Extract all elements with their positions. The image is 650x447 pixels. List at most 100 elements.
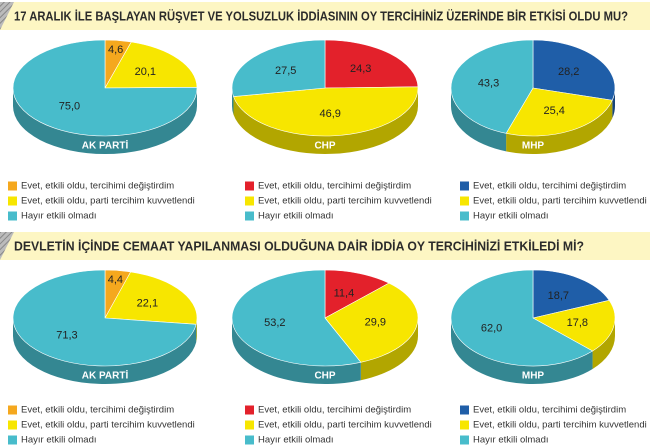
legend-swatch xyxy=(460,211,469,221)
legend-label: Evet, etkili oldu, parti tercihim kuvvet… xyxy=(21,196,195,207)
legend-swatch xyxy=(8,196,17,206)
legend-label: Hayır etkili olmadı xyxy=(21,435,97,446)
legend-label: Evet, etkili oldu, tercihimi değiştirdim xyxy=(21,405,174,416)
pie-label: CHP xyxy=(314,141,335,152)
legend-label: Evet, etkili oldu, tercihimi değiştirdim xyxy=(473,181,626,192)
slice xyxy=(532,299,616,352)
value-label: 71,3 xyxy=(56,329,77,341)
slice-side xyxy=(592,318,615,369)
pie-sides xyxy=(232,88,418,155)
slice xyxy=(12,269,197,367)
value-label: 53,2 xyxy=(264,317,285,329)
legend-swatch xyxy=(245,435,254,445)
slice xyxy=(104,271,198,325)
slice xyxy=(12,39,198,137)
heading-band xyxy=(0,232,650,260)
legend-swatch xyxy=(245,181,254,191)
legend-label: Hayır etkili olmadı xyxy=(473,211,549,222)
slice-side xyxy=(506,100,613,155)
legend-label: Evet, etkili oldu, parti tercihim kuvvet… xyxy=(21,420,195,431)
value-label: 29,9 xyxy=(365,317,386,329)
legend-label: Evet, etkili oldu, tercihimi değiştirdim xyxy=(21,181,174,192)
legend-swatch xyxy=(460,405,469,415)
value-label: 22,1 xyxy=(137,297,158,309)
legend-swatch xyxy=(460,435,469,445)
legend-label: Evet, etkili oldu, parti tercihim kuvvet… xyxy=(258,420,432,431)
pie-label: MHP xyxy=(522,371,545,382)
legend-swatch xyxy=(460,420,469,430)
legend-label: Evet, etkili oldu, tercihimi değiştirdim xyxy=(473,405,626,416)
heading-corner xyxy=(0,2,14,30)
value-label: 28,2 xyxy=(558,66,579,78)
heading: DEVLETİN İÇİNDE CEMAAT YAPILANMASI OLDUĞ… xyxy=(14,238,584,253)
value-label: 43,3 xyxy=(478,78,499,90)
legend-label: Evet, etkili oldu, tercihimi değiştirdim xyxy=(258,181,411,192)
slice-side xyxy=(612,88,615,119)
value-label: 46,9 xyxy=(319,108,340,120)
legend-swatch xyxy=(460,181,469,191)
slice-side xyxy=(13,88,197,154)
slice xyxy=(450,269,594,367)
legend-swatch xyxy=(8,211,17,221)
value-label: 27,5 xyxy=(275,65,296,77)
slice-side xyxy=(451,88,507,152)
legend-swatch xyxy=(8,420,17,430)
slice xyxy=(324,282,419,363)
legend-swatch xyxy=(460,196,469,206)
value-label: 24,3 xyxy=(350,63,371,75)
heading: 17 ARALIK İLE BAŞLAYAN RÜŞVET VE YOLSUZL… xyxy=(14,8,628,23)
value-label: 62,0 xyxy=(481,322,502,334)
value-label: 17,8 xyxy=(567,317,588,329)
slice-side xyxy=(232,318,361,385)
value-label: 20,1 xyxy=(135,66,156,78)
value-label: 75,0 xyxy=(59,101,80,113)
legend-swatch xyxy=(245,211,254,221)
pie-sides xyxy=(232,318,418,385)
slice xyxy=(532,269,610,319)
legend-label: Hayır etkili olmadı xyxy=(21,211,97,222)
legend-swatch xyxy=(8,435,17,445)
legend-swatch xyxy=(245,420,254,430)
pie-label: AK PARTİ xyxy=(82,139,129,152)
legend-label: Evet, etkili oldu, parti tercihim kuvvet… xyxy=(473,420,647,431)
pie-sides xyxy=(451,318,615,384)
slice-side xyxy=(451,318,593,384)
legend-swatch xyxy=(245,196,254,206)
slice xyxy=(104,41,198,89)
legend-swatch xyxy=(8,181,17,191)
value-label: 4,6 xyxy=(108,44,123,56)
value-label: 18,7 xyxy=(548,290,569,302)
legend-label: Evet, etkili oldu, parti tercihim kuvvet… xyxy=(473,196,647,207)
legend-swatch xyxy=(8,405,17,415)
slice xyxy=(231,39,326,97)
slice xyxy=(231,269,362,367)
slice xyxy=(233,86,419,137)
value-label: 4,4 xyxy=(108,274,123,286)
heading-corner xyxy=(0,232,14,260)
slice xyxy=(505,87,613,137)
slice xyxy=(450,39,534,134)
slice xyxy=(324,269,390,319)
pie-sides xyxy=(451,88,615,155)
slice-side xyxy=(232,88,234,115)
pie-sides xyxy=(13,88,197,154)
legend-label: Hayır etkili olmadı xyxy=(258,435,334,446)
slice-side xyxy=(360,318,418,381)
pie-label: CHP xyxy=(314,371,335,382)
pie-label: MHP xyxy=(522,141,545,152)
slice xyxy=(324,39,419,89)
legend-label: Evet, etkili oldu, parti tercihim kuvvet… xyxy=(258,196,432,207)
heading-band xyxy=(0,2,650,30)
pie-label: AK PARTİ xyxy=(82,369,129,382)
legend-label: Hayır etkili olmadı xyxy=(473,435,549,446)
slice-side xyxy=(13,318,197,384)
legend-label: Evet, etkili oldu, tercihimi değiştirdim xyxy=(258,405,411,416)
legend-label: Hayır etkili olmadı xyxy=(258,211,334,222)
slice-side xyxy=(233,88,418,155)
slice xyxy=(532,39,616,101)
value-label: 25,4 xyxy=(543,105,564,117)
value-label: 11,4 xyxy=(334,287,355,299)
legend-swatch xyxy=(245,405,254,415)
